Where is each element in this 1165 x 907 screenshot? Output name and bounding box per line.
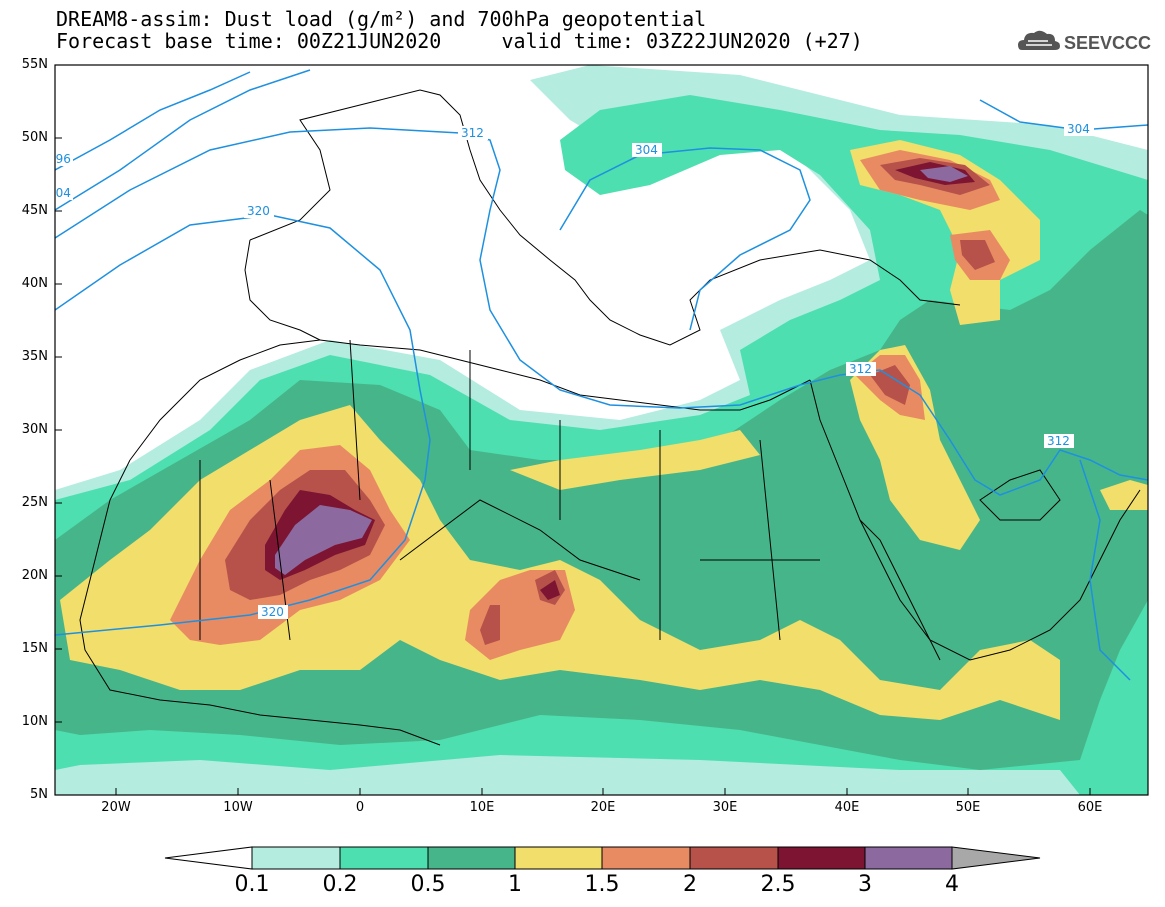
forecast-times: Forecast base time: 00Z21JUN2020 valid t… [56, 29, 863, 53]
contour-312-north [55, 127, 1148, 496]
lat-label: 45N [21, 203, 48, 218]
contour-label: 304 [635, 143, 658, 157]
colorbar-label: 3 [858, 872, 872, 897]
colorbar [164, 846, 1041, 870]
dust-field [55, 65, 1148, 795]
geopotential-contours [55, 69, 1148, 681]
colorbar-over-triangle [951, 846, 1041, 870]
colorbar-bin [251, 846, 341, 870]
lat-label: 30N [21, 422, 48, 437]
lon-label: 10W [223, 800, 253, 815]
dust-level-3 [275, 166, 968, 575]
lat-label: 5N [30, 787, 48, 802]
coastlines [79, 89, 1141, 746]
contour-label: 304 [48, 186, 71, 200]
contour-304-west [55, 69, 311, 211]
lat-label: 35N [21, 349, 48, 364]
contour-labels: 312 304 296 304 320 304 312 312 320 304 [48, 122, 1090, 619]
contour-296 [55, 71, 251, 171]
colorbar-bin [339, 846, 429, 870]
lon-label: 40E [834, 800, 860, 815]
contour-label: 304 [1067, 122, 1090, 136]
lat-label: 55N [21, 57, 48, 72]
lon-label: 50E [955, 800, 981, 815]
contour-label: 312 [1047, 434, 1070, 448]
contour-label: 320 [261, 605, 284, 619]
colorbar-bin [689, 846, 779, 870]
contour-304-main [559, 147, 811, 331]
logo-text: SEEVCCC [1064, 33, 1151, 53]
colorbar-bin [514, 846, 603, 870]
colorbar-label: 1 [508, 872, 522, 897]
lon-label: 20E [590, 800, 616, 815]
colorbar-label: 0.1 [234, 872, 270, 897]
contour-label: 312 [849, 362, 872, 376]
colorbar-bin [777, 846, 866, 870]
contour-label: 312 [461, 126, 484, 140]
colorbar-bin [601, 846, 691, 870]
colorbar-bin [427, 846, 516, 870]
lat-label: 15N [21, 641, 48, 656]
contour-east-312 [1079, 459, 1131, 681]
contour-label: 320 [247, 204, 270, 218]
lat-label: 10N [21, 714, 48, 729]
lon-label: 30E [712, 800, 738, 815]
lat-label: 40N [21, 276, 48, 291]
colorbar-label: 0.2 [322, 872, 358, 897]
lat-label: 20N [21, 568, 48, 583]
lat-label: 25N [21, 495, 48, 510]
lon-label: 20W [101, 800, 131, 815]
colorbar-under-triangle [164, 846, 253, 870]
lon-label: 10E [469, 800, 495, 815]
colorbar-label: 2.5 [760, 872, 796, 897]
colorbar-label: 4 [945, 872, 959, 897]
colorbar-label: 2 [683, 872, 697, 897]
colorbar-label: 1.5 [584, 872, 620, 897]
contour-304-east [979, 99, 1148, 131]
lat-label: 50N [21, 130, 48, 145]
lon-label: 60E [1077, 800, 1103, 815]
contour-label: 296 [48, 152, 71, 166]
map-title: DREAM8-assim: Dust load (g/m²) and 700hP… [56, 7, 707, 31]
colorbar-label: 0.5 [410, 872, 446, 897]
axis-ticks [55, 64, 1091, 795]
colorbar-bin [864, 846, 953, 870]
seevccc-logo: SEEVCCC [1018, 28, 1158, 56]
lon-label: 0 [355, 800, 365, 815]
